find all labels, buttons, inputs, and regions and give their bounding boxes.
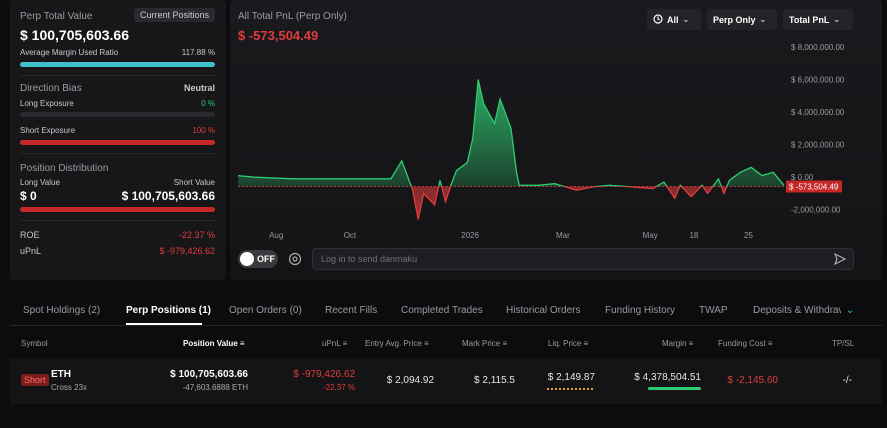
position-size: -47,603.6888 ETH: [182, 383, 248, 392]
current-positions-button[interactable]: Current Positions: [134, 8, 216, 22]
chart-current-value: $ -573,504.49: [238, 28, 319, 43]
pnl-line-negative: [410, 186, 728, 220]
x-tick-label: 18: [689, 231, 698, 240]
avg-margin-value: 117.88 %: [181, 48, 215, 57]
summary-panel: Perp Total Value Current Positions $ 100…: [10, 0, 226, 280]
position-distribution-bar: [20, 207, 215, 212]
y-tick-label: $ 4,000,000.00: [791, 108, 845, 117]
range-dropdown[interactable]: All ⌄: [647, 9, 701, 30]
long-exposure-value: 0 %: [201, 99, 215, 108]
direction-bias-label: Direction Bias: [20, 83, 82, 94]
x-tick-label: May: [643, 231, 658, 240]
table-row[interactable]: Short ETH Cross 23x $ 100,705,603.66 -47…: [10, 358, 882, 404]
tab-completed-trades[interactable]: Completed Trades: [401, 305, 483, 316]
tpsl-value[interactable]: -/-: [842, 375, 852, 386]
roe-value: -22.37 %: [178, 230, 215, 240]
chevron-down-icon[interactable]: ⌄: [846, 305, 855, 316]
divider: [20, 220, 216, 221]
perp-total-value: $ 100,705,603.66: [20, 27, 129, 43]
entry-price: $ 2,094.92: [386, 375, 434, 386]
header-mark-price[interactable]: Mark Price ≡: [462, 339, 508, 348]
chevron-down-icon: ⌄: [759, 15, 767, 24]
header-position-value[interactable]: Position Value ≡: [183, 339, 245, 348]
short-exposure-bar: [20, 140, 215, 145]
upnl-percent: -22.37 %: [322, 383, 355, 392]
avg-margin-bar: [20, 62, 215, 67]
upnl-label: uPnL: [20, 246, 42, 256]
tab-funding-history[interactable]: Funding History: [605, 305, 676, 316]
chart-title: All Total PnL (Perp Only): [238, 11, 347, 22]
header-funding-cost[interactable]: Funding Cost ≡: [718, 339, 773, 348]
perp-total-value-label: Perp Total Value: [20, 11, 93, 22]
leverage: Cross 23x: [51, 383, 88, 392]
send-icon[interactable]: [833, 252, 847, 271]
current-value-marker-bg: [786, 180, 842, 193]
short-exposure-value: 100 %: [192, 126, 215, 135]
divider: [20, 153, 216, 154]
x-tick-label: Mar: [556, 231, 570, 240]
pnl-chart[interactable]: $ 8,000,000.00 $ 6,000,000.00 $ 4,000,000.…: [230, 0, 882, 244]
long-exposure-bar: [20, 112, 215, 117]
x-tick-label: Oct: [344, 231, 357, 240]
danmaku-input[interactable]: Log in to send danmaku: [312, 248, 854, 270]
y-tick-label: -2,000,000.00: [791, 206, 841, 215]
chevron-down-icon: ⌄: [682, 15, 690, 24]
clock-icon: [653, 13, 663, 26]
mark-price: $ 2,115.5: [474, 375, 515, 386]
position-distribution-label: Position Distribution: [20, 163, 109, 174]
x-tick-label: 2026: [461, 231, 479, 240]
y-tick-label: $ 6,000,000.00: [791, 76, 845, 85]
upnl-value: $ -979,426.62: [293, 369, 355, 380]
header-tpsl: TP/SL: [832, 339, 855, 348]
positions-tabs: Spot Holdings (2) Perp Positions (1) Ope…: [10, 296, 882, 326]
short-value: $ 100,705,603.66: [121, 189, 215, 203]
tab-deposits-withdrawals[interactable]: Deposits & Withdrawals: [753, 305, 841, 316]
position-value: $ 100,705,603.66: [170, 369, 248, 380]
positive-area: [238, 79, 784, 187]
tab-open-orders[interactable]: Open Orders (0): [229, 305, 302, 316]
chevron-down-icon: ⌄: [833, 15, 841, 24]
y-tick-label: $ 0.00: [791, 173, 814, 182]
market-dropdown[interactable]: Perp Only ⌄: [707, 9, 777, 30]
metric-dropdown[interactable]: Total PnL ⌄: [783, 9, 853, 30]
active-tab-indicator: [126, 323, 202, 325]
current-value-marker: $ -573,504.49: [789, 183, 839, 192]
header-margin[interactable]: Margin ≡: [662, 339, 694, 348]
tab-spot-holdings[interactable]: Spot Holdings (2): [23, 305, 101, 316]
danmaku-settings-icon[interactable]: [288, 252, 302, 266]
side-badge: Short: [21, 374, 49, 386]
short-value-label: Short Value: [173, 178, 215, 187]
y-tick-label: $ 2,000,000.00: [791, 141, 845, 150]
funding-cost: $ -2,145.60: [727, 375, 778, 386]
tab-perp-positions[interactable]: Perp Positions (1): [126, 305, 212, 316]
tab-historical-orders[interactable]: Historical Orders: [506, 305, 581, 316]
header-entry-price[interactable]: Entry Avg. Price ≡: [365, 339, 429, 348]
x-tick-label: 25: [744, 231, 753, 240]
upnl-value: $ -979,426.62: [159, 246, 215, 256]
header-liq-price[interactable]: Liq. Price ≡: [548, 339, 589, 348]
header-upnl[interactable]: uPnL ≡: [322, 339, 348, 348]
x-tick-label: Aug: [269, 231, 283, 240]
danmaku-toggle[interactable]: OFF: [238, 250, 278, 268]
margin-value: $ 4,378,504.51: [634, 372, 701, 383]
avg-margin-label: Average Margin Used Ratio: [20, 48, 119, 57]
pnl-line-positive: [237, 79, 785, 187]
short-exposure-label: Short Exposure: [20, 126, 76, 135]
roe-label: ROE: [20, 230, 40, 240]
divider: [20, 75, 216, 76]
tab-twap[interactable]: TWAP: [699, 305, 728, 316]
long-exposure-label: Long Exposure: [20, 99, 74, 108]
long-value-label: Long Value: [20, 178, 60, 187]
header-symbol: Symbol: [21, 339, 48, 348]
liq-price: $ 2,149.87: [547, 372, 595, 383]
direction-bias-value: Neutral: [183, 83, 215, 93]
liq-distance-indicator: [547, 388, 595, 390]
long-value: $ 0: [20, 189, 37, 203]
margin-ratio-bar: [648, 387, 701, 390]
pnl-chart-panel: All Total PnL (Perp Only) $ -573,504.49 …: [230, 0, 882, 280]
tab-recent-fills[interactable]: Recent Fills: [325, 305, 378, 316]
y-tick-label: $ 8,000,000.00: [791, 43, 845, 52]
symbol[interactable]: ETH: [51, 369, 71, 380]
